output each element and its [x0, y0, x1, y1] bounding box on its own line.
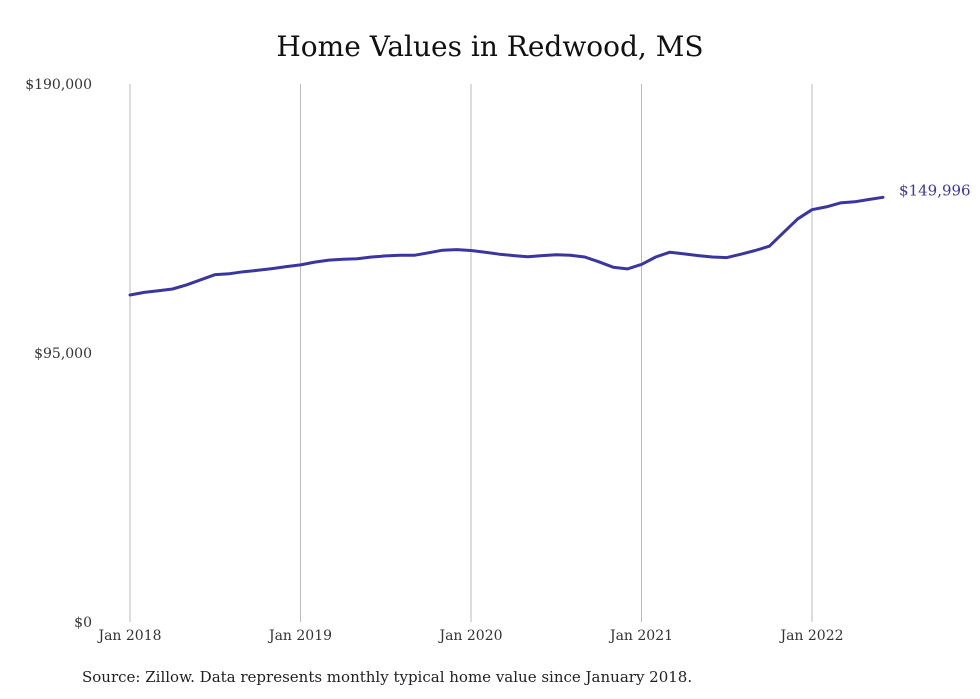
- x-tick-label: Jan 2022: [778, 628, 843, 644]
- y-tick-label: $95,000: [34, 346, 92, 362]
- gridlines: [129, 84, 813, 622]
- y-tick-label: $190,000: [25, 77, 92, 93]
- last-value-label: $149,996: [899, 181, 971, 199]
- x-tick-label: Jan 2020: [437, 628, 502, 644]
- x-axis-ticks: Jan 2018 Jan 2019 Jan 2020 Jan 2021 Jan 2022: [96, 628, 843, 644]
- x-tick-label: Jan 2019: [267, 628, 332, 644]
- x-tick-label: Jan 2021: [608, 628, 673, 644]
- y-tick-label: $0: [74, 615, 92, 631]
- source-note: Source: Zillow. Data represents monthly …: [82, 668, 693, 686]
- y-axis-ticks: $0 $95,000 $190,000: [25, 77, 92, 631]
- x-tick-label: Jan 2018: [96, 628, 161, 644]
- home-value-line: [128, 195, 885, 297]
- chart-title: Home Values in Redwood, MS: [276, 30, 704, 63]
